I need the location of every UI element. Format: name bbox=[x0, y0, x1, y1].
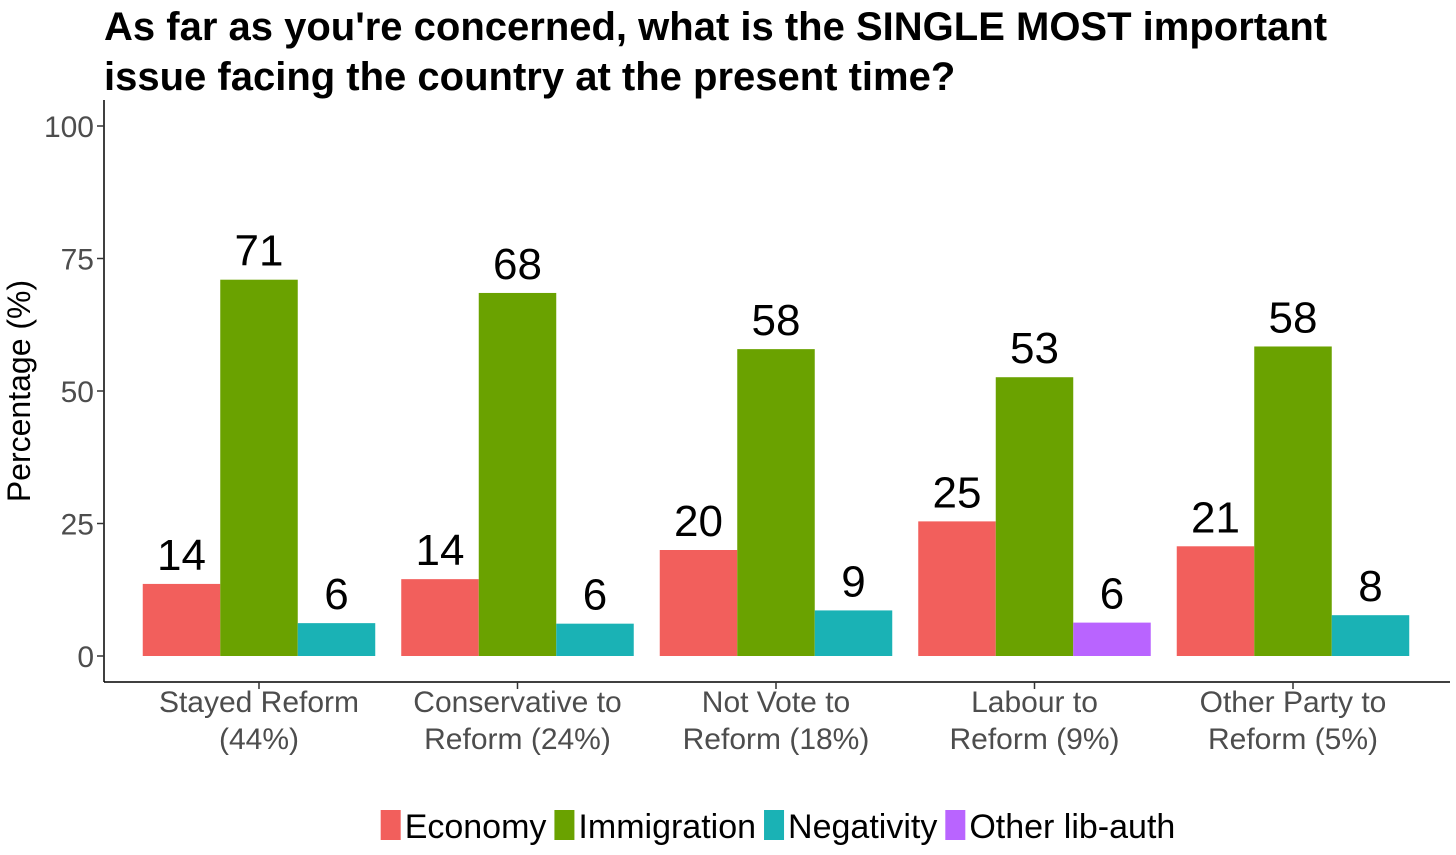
bar-negativity bbox=[1331, 615, 1410, 656]
legend-label: Other lib-auth bbox=[969, 808, 1175, 846]
bar-other-lib-auth bbox=[1073, 622, 1151, 656]
data-label: 14 bbox=[157, 531, 206, 580]
legend-item: Negativity bbox=[764, 808, 937, 846]
bar-negativity bbox=[556, 623, 634, 656]
data-label: 58 bbox=[752, 296, 801, 345]
bar-immigration bbox=[737, 349, 815, 656]
bar-group: 21 58 8 bbox=[1176, 293, 1410, 656]
x-tick-label: (44%) bbox=[219, 723, 299, 756]
data-label: 14 bbox=[416, 526, 465, 575]
y-tick-label: 75 bbox=[61, 244, 94, 277]
bar-immigration bbox=[220, 279, 298, 656]
legend-item: Immigration bbox=[554, 808, 756, 846]
bar-economy bbox=[1176, 546, 1255, 656]
x-tick-label: Stayed Reform bbox=[159, 686, 359, 719]
x-tick-label: Other Party to bbox=[1200, 686, 1387, 719]
legend-label: Economy bbox=[405, 808, 547, 846]
data-label: 6 bbox=[324, 570, 348, 619]
bar-economy bbox=[142, 583, 221, 656]
data-label: 68 bbox=[493, 240, 542, 289]
legend-swatch bbox=[764, 810, 785, 840]
y-axis: 0 25 50 75 100 Percentage (%) bbox=[1, 100, 105, 682]
data-label: 6 bbox=[583, 571, 607, 620]
legend: Economy Immigration Negativity Other lib-au… bbox=[380, 808, 1175, 846]
x-tick-label: Not Vote to bbox=[702, 686, 850, 719]
x-tick-label: Conservative to bbox=[413, 686, 621, 719]
y-tick-label: 100 bbox=[44, 111, 94, 144]
bar-groups: 14 71 6 14 68 6 20 58 9 25 53 6 21 58 8 bbox=[142, 227, 1410, 656]
bar-economy bbox=[918, 521, 996, 656]
data-label: 8 bbox=[1358, 562, 1382, 611]
bar-group: 14 71 6 bbox=[142, 227, 376, 656]
legend-item: Other lib-auth bbox=[945, 808, 1175, 846]
data-label: 6 bbox=[1100, 570, 1124, 619]
legend-item: Economy bbox=[380, 808, 547, 846]
bar-group: 14 68 6 bbox=[401, 240, 634, 656]
x-tick-label: Reform (18%) bbox=[683, 723, 870, 756]
y-tick-label: 0 bbox=[77, 641, 94, 674]
bar-immigration bbox=[995, 377, 1074, 656]
bar-economy bbox=[401, 579, 479, 656]
chart-title-line-2: issue facing the country at the present … bbox=[104, 55, 956, 99]
bar-negativity bbox=[297, 623, 376, 656]
x-tick-label: Labour to bbox=[971, 686, 1098, 719]
chart-title: As far as you're concerned, what is the … bbox=[104, 2, 1454, 102]
legend-swatch bbox=[554, 810, 575, 840]
bar-economy bbox=[659, 550, 738, 656]
bar-negativity bbox=[814, 610, 893, 656]
legend-swatch bbox=[380, 810, 401, 840]
data-label: 20 bbox=[674, 497, 723, 546]
data-label: 53 bbox=[1010, 324, 1059, 373]
bar-immigration bbox=[1254, 346, 1332, 656]
y-axis-title: Percentage (%) bbox=[1, 280, 37, 502]
legend-label: Negativity bbox=[788, 808, 937, 846]
bar-immigration bbox=[478, 292, 557, 656]
data-label: 21 bbox=[1191, 493, 1240, 542]
legend-label: Immigration bbox=[578, 808, 756, 846]
x-tick-label: Reform (5%) bbox=[1208, 723, 1378, 756]
bar-group: 20 58 9 bbox=[659, 296, 893, 656]
data-label: 9 bbox=[841, 557, 865, 606]
data-label: 71 bbox=[235, 227, 284, 276]
chart-title-line-1: As far as you're concerned, what is the … bbox=[104, 5, 1328, 49]
legend-swatch bbox=[945, 810, 966, 840]
bar-group: 25 53 6 bbox=[918, 324, 1151, 656]
data-label: 25 bbox=[933, 468, 982, 517]
x-tick-label: Reform (9%) bbox=[949, 723, 1119, 756]
y-tick-label: 25 bbox=[61, 509, 94, 542]
y-tick-label: 50 bbox=[61, 376, 94, 409]
x-tick-label: Reform (24%) bbox=[424, 723, 611, 756]
x-axis: Stayed Reform (44%) Conservative to Reform … bbox=[104, 681, 1450, 756]
data-label: 58 bbox=[1269, 293, 1318, 342]
